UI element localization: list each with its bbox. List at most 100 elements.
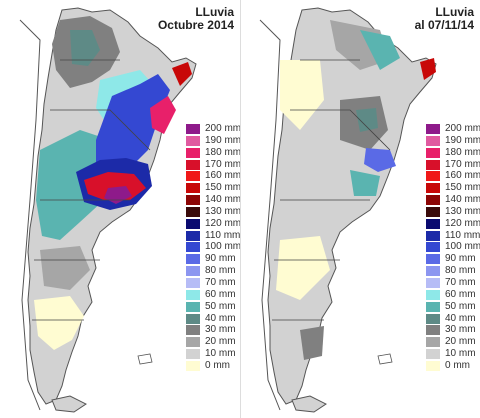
rain-zone-blue [364,148,396,172]
legend-swatch [426,159,440,170]
title-line-1: LLuvia [435,5,474,19]
legend-swatch [426,325,440,336]
legend-label: 150 mm [205,182,240,194]
legend-swatch [426,124,440,134]
legend-label: 180 mm [445,146,480,158]
legend-label: 90 mm [205,253,236,265]
legend-label: 20 mm [205,336,236,348]
legend-swatch [186,159,200,170]
legend-swatch [426,147,440,158]
legend-label: 80 mm [205,265,236,277]
rain-zone-red [172,62,192,86]
weekly-rainfall-panel: LLuvia al 07/11/14 200 mm 190 mm 180 mm 170… [240,0,480,418]
rain-zone-dry [280,60,324,130]
legend-label: 40 mm [205,312,236,324]
legend-swatch [426,171,440,182]
legend-label: 110 mm [205,229,240,241]
october-rainfall-panel: LLuvia Octubre 2014 200 mm 190 mm 180 mm 17… [19,6,240,413]
chile-coast [259,19,281,411]
legend-swatch [186,266,200,277]
legend-swatch [426,360,440,371]
legend-label: 10 mm [445,348,476,360]
legend-label: 0 mm [205,359,230,371]
rain-zone-dry [34,296,84,350]
legend-label: 10 mm [205,348,236,360]
legend-label: 100 mm [205,241,240,253]
panel-divider [240,0,241,418]
title-line-2: Octubre 2014 [157,18,234,32]
legend-swatch [186,360,200,371]
panel-title: LLuvia al 07/11/14 [415,6,474,32]
malvinas [137,353,153,365]
legend-swatch [186,195,200,206]
legend-swatch [186,230,200,241]
legend-swatch [426,183,440,194]
legend-swatch [426,218,440,229]
legend-swatch [186,171,200,182]
legend-label: 120 mm [205,217,240,229]
rain-zone-grey [300,326,324,360]
rain-zone-dry [276,236,330,300]
legend-swatch [186,254,200,265]
legend-label: 160 mm [445,170,480,182]
legend-label: 20 mm [445,336,476,348]
legend-label: 200 mm [205,123,240,134]
legend-swatch [426,349,440,360]
legend-label: 40 mm [445,312,476,324]
rain-zone-teal [70,30,100,66]
legend-swatch [426,301,440,312]
legend-swatch [426,242,440,253]
legend-swatch [426,313,440,324]
legend-label: 90 mm [445,253,476,265]
legend-swatch [186,337,200,348]
legend-swatch [186,147,200,158]
legend-label: 140 mm [445,194,480,206]
legend-label: 60 mm [445,288,476,300]
panel-title: LLuvia Octubre 2014 [158,6,234,32]
legend-swatch [426,337,440,348]
legend-label: 110 mm [445,229,480,241]
legend-swatch [186,349,200,360]
legend-swatch [186,135,200,146]
legend-swatch [426,135,440,146]
legend-label: 60 mm [205,288,236,300]
legend-label: 30 mm [205,324,236,336]
malvinas [377,353,393,365]
legend-swatch [426,266,440,277]
legend-swatch [186,277,200,288]
legend-label: 70 mm [445,276,476,288]
legend-swatch [426,195,440,206]
legend-swatch [186,206,200,217]
legend-label: 100 mm [445,241,480,253]
legend-label: 170 mm [205,158,240,170]
legend-label: 170 mm [445,158,480,170]
tierra-del-fuego [291,395,327,413]
legend-label: 200 mm [445,123,480,134]
october-rainfall-map [19,7,197,413]
legend-label: 120 mm [445,217,480,229]
legend-label: 80 mm [445,265,476,277]
legend-label: 0 mm [445,359,470,371]
legend-label: 50 mm [205,300,236,312]
rain-zone-red [84,172,146,200]
legend-swatch [186,313,200,324]
legend-swatch [186,218,200,229]
legend-label: 50 mm [445,300,476,312]
rain-zone-magenta [104,186,132,204]
legend-label: 160 mm [205,170,240,182]
weekly-rainfall-map [259,7,437,413]
legend-swatch [186,289,200,300]
legend-swatch [426,254,440,265]
rain-zone-heavy [96,74,170,178]
legend-swatch [426,277,440,288]
legend-swatch [426,230,440,241]
legend-swatch [186,183,200,194]
legend-label: 30 mm [445,324,476,336]
legend-label: 180 mm [205,146,240,158]
province-borders [272,59,391,321]
tierra-del-fuego [51,395,87,413]
legend-swatch [186,124,200,134]
legend-swatch [186,301,200,312]
legend-swatch [426,206,440,217]
title-line-1: LLuvia [195,5,234,19]
